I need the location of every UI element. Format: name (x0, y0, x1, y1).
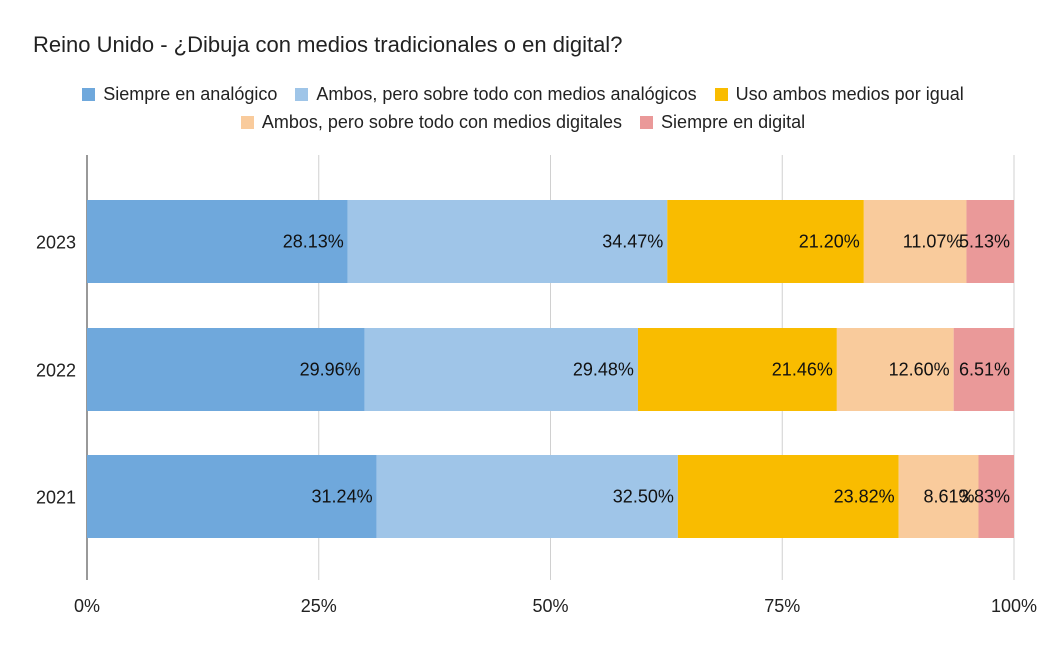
data-label: 32.50% (613, 487, 674, 507)
legend-swatch (714, 88, 728, 101)
legend-swatch (295, 88, 309, 101)
legend-swatch (82, 88, 96, 101)
category-label: 2022 (36, 361, 76, 381)
legend-item-siempre-analogico[interactable]: Siempre en analógico (82, 84, 277, 105)
data-label: 11.07% (903, 232, 963, 252)
legend-swatch (240, 116, 254, 129)
bar-segment (863, 200, 967, 283)
bar-segment (667, 200, 864, 283)
legend-item-siempre-digital[interactable]: Siempre en digital (640, 112, 805, 133)
x-tick-label: 50% (532, 596, 568, 616)
bar-segment (953, 328, 1014, 411)
bar-segment (87, 328, 365, 411)
category-label: 2021 (36, 488, 76, 508)
legend-row-2: Ambos, pero sobre todo con medios digita… (0, 112, 1046, 133)
legend-label: Uso ambos medios por igual (735, 84, 964, 104)
bar-segment (677, 455, 899, 538)
legend-item-ambos-digitales[interactable]: Ambos, pero sobre todo con medios digita… (240, 112, 623, 133)
data-label: 21.20% (799, 232, 860, 252)
x-tick-label: 25% (301, 596, 337, 616)
chart-title: Reino Unido - ¿Dibuja con medios tradici… (33, 32, 623, 57)
bar-segment (978, 455, 1014, 538)
legend-label: Ambos, pero sobre todo con medios digita… (261, 112, 623, 132)
data-label: 21.46% (772, 360, 833, 380)
data-label: 29.96% (300, 360, 361, 380)
bar-segment (966, 200, 1014, 283)
x-tick-label: 100% (991, 596, 1037, 616)
bar-segment (87, 455, 377, 538)
bar-segment (836, 328, 954, 411)
data-label: 8.61% (923, 487, 974, 507)
data-label: 23.82% (834, 487, 895, 507)
legend-swatch (640, 116, 654, 129)
legend-label: Siempre en analógico (103, 84, 278, 104)
x-tick-label: 0% (74, 596, 100, 616)
data-label: 28.13% (283, 232, 344, 252)
legend-label: Ambos, pero sobre todo con medios analóg… (316, 84, 697, 104)
bar-segment (376, 455, 678, 538)
x-tick-label: 75% (764, 596, 800, 616)
legend-row-1: Siempre en analógico Ambos, pero sobre t… (0, 84, 1046, 105)
data-label: 5.13% (959, 232, 1010, 252)
bar-segment (347, 200, 668, 283)
data-label: 34.47% (602, 232, 663, 252)
data-label: 3.83% (959, 487, 1010, 507)
data-label: 31.24% (312, 487, 373, 507)
bar-segment (87, 200, 348, 283)
data-label: 12.60% (889, 360, 950, 380)
data-label: 6.51% (959, 360, 1010, 380)
legend-item-ambos-por-igual[interactable]: Uso ambos medios por igual (714, 84, 964, 105)
category-label: 2023 (36, 233, 76, 253)
legend-item-ambos-analogicos[interactable]: Ambos, pero sobre todo con medios analóg… (295, 84, 697, 105)
bar-segment (898, 455, 979, 538)
bar-segment (364, 328, 638, 411)
legend-label: Siempre en digital (661, 112, 806, 132)
bar-segment (637, 328, 837, 411)
data-label: 29.48% (573, 360, 634, 380)
